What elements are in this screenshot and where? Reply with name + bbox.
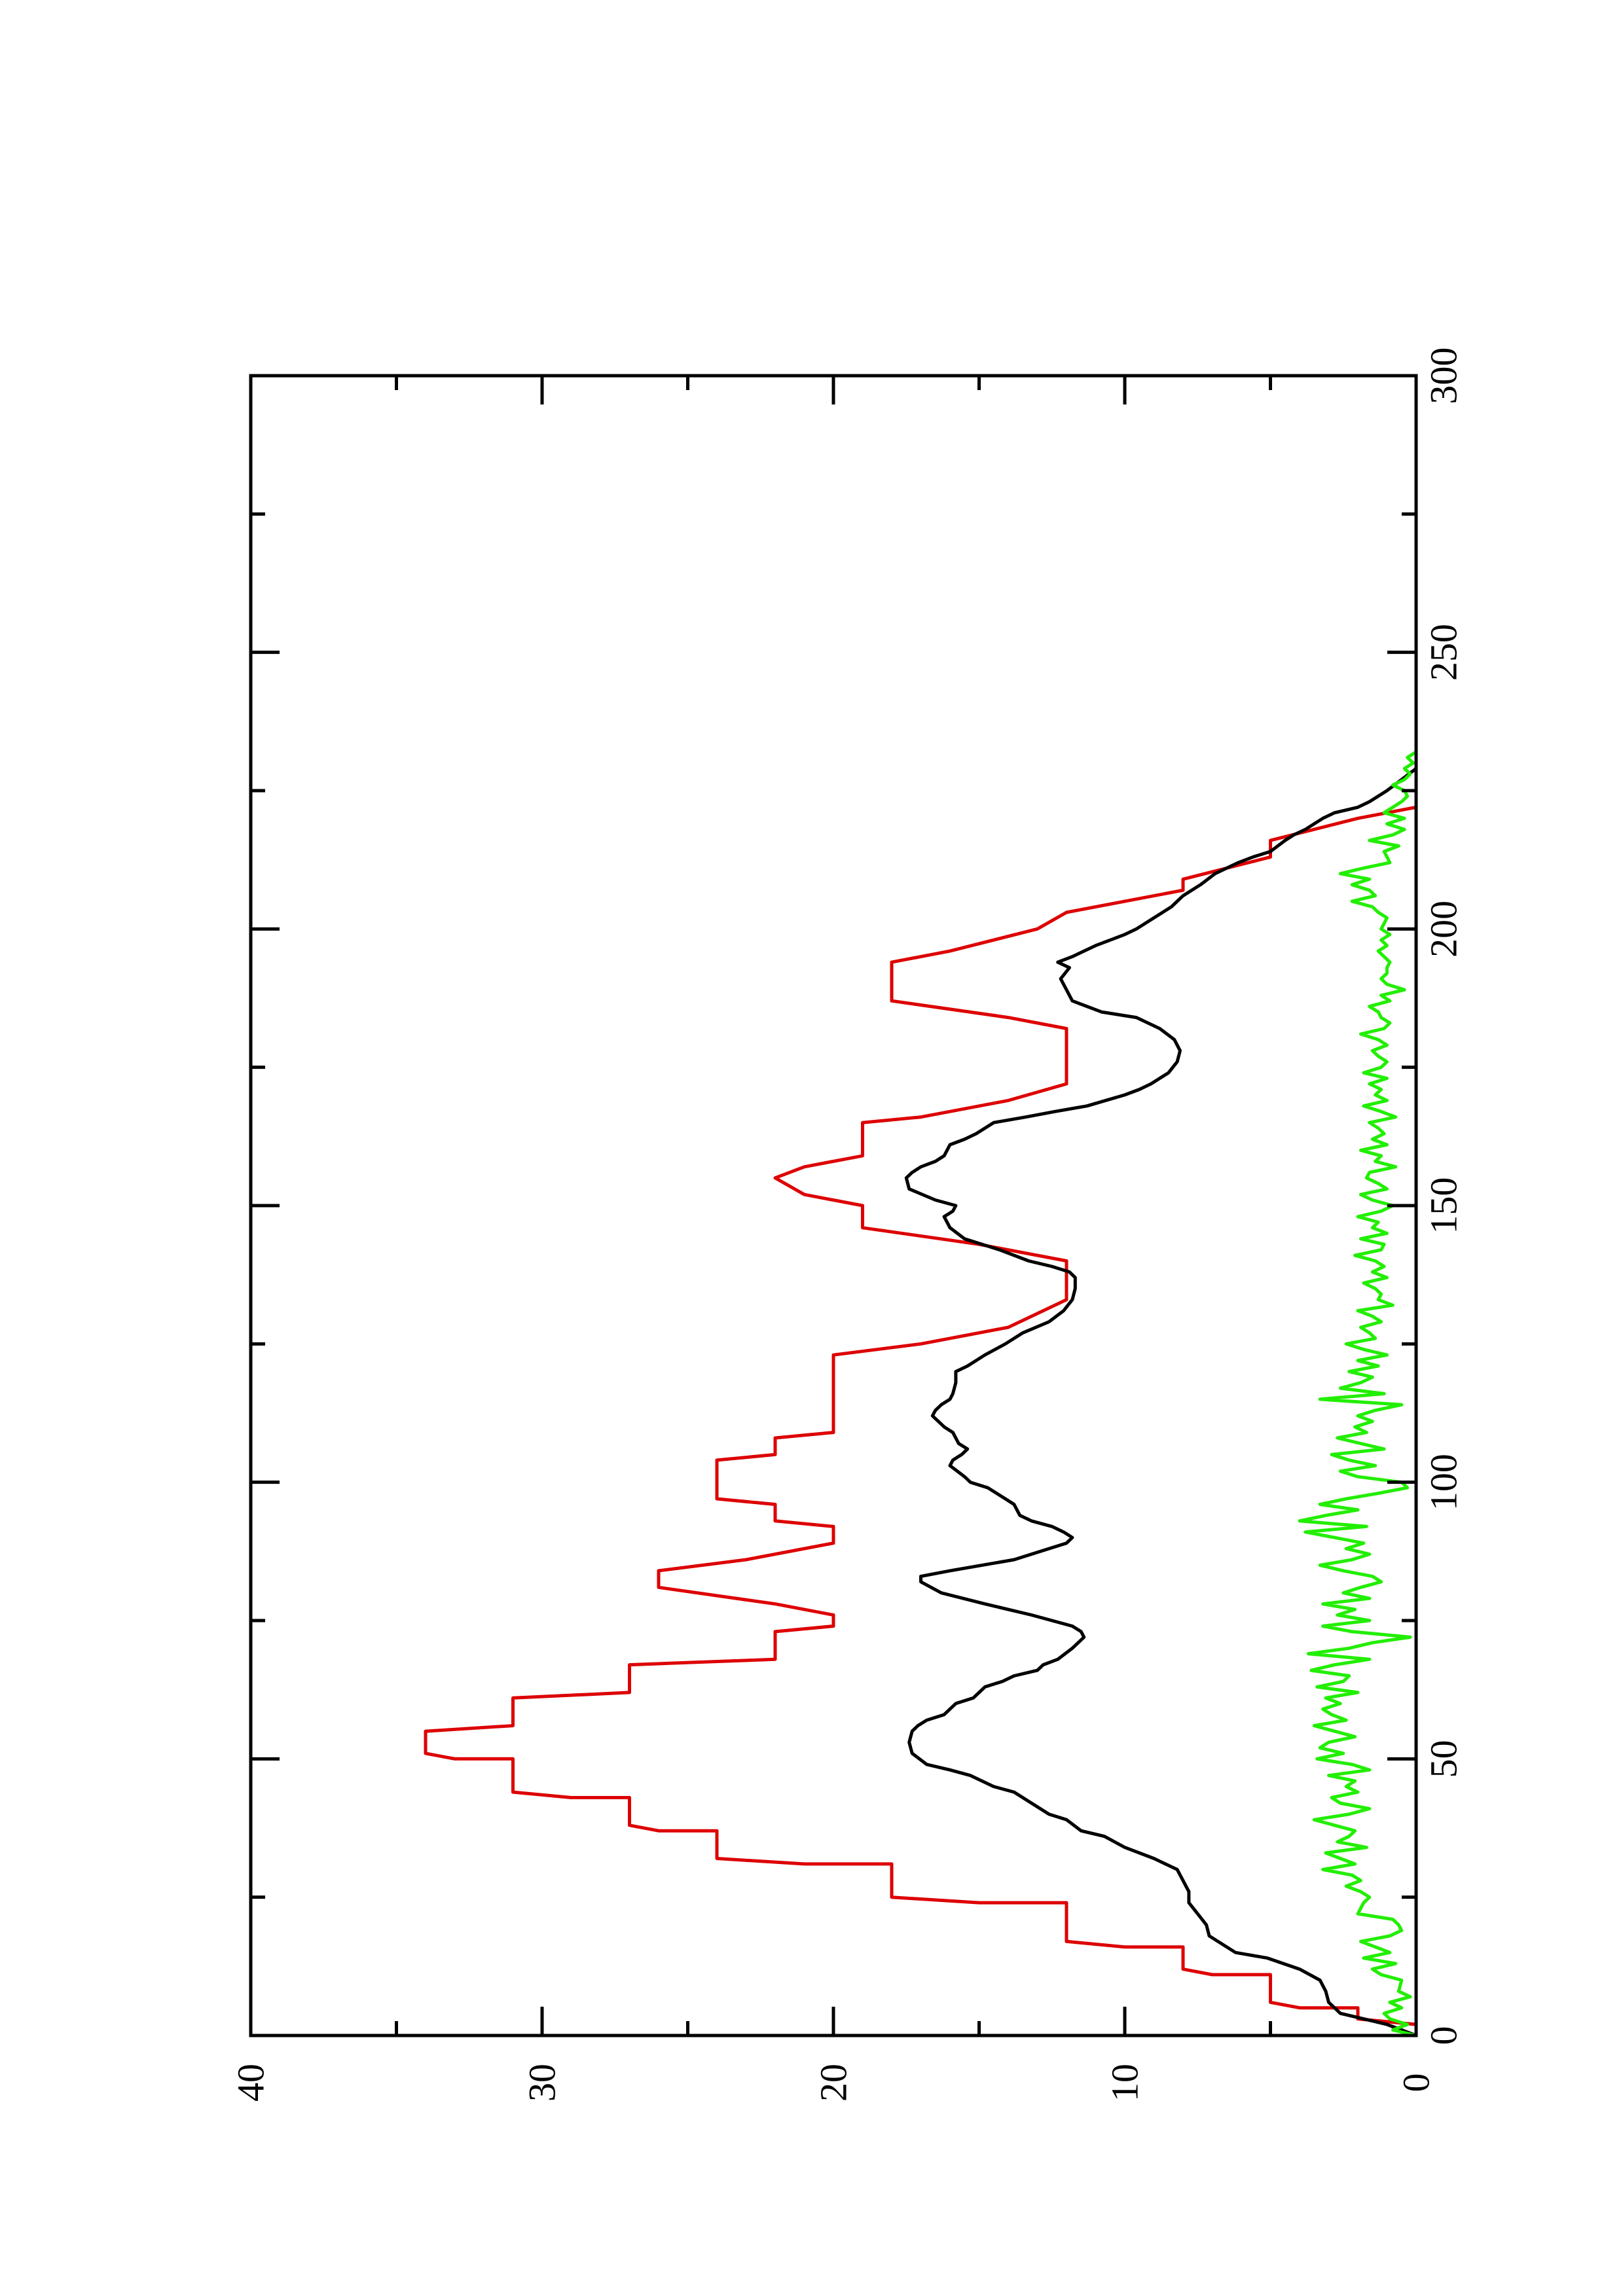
x-tick-label-50: 50 (1423, 1740, 1465, 1778)
y-tick-label-20: 20 (812, 2064, 855, 2102)
x-tick-label-200: 200 (1423, 901, 1465, 958)
series-layer (424, 750, 1418, 2037)
series-line-1 (424, 762, 1418, 2036)
x-tick-label-250: 250 (1423, 624, 1465, 681)
y-tick-label-0: 0 (1395, 2073, 1438, 2092)
x-tick-label-300: 300 (1423, 348, 1465, 404)
x-tick-label-0: 0 (1423, 2026, 1465, 2045)
label-layer: 0 50 100 150 200 250 300 0 10 20 30 40 (230, 348, 1465, 2102)
series-line-3 (1298, 750, 1417, 2037)
x-tick-label-150: 150 (1423, 1177, 1465, 1234)
tick-layer (249, 374, 1418, 2037)
y-tick-label-10: 10 (1104, 2064, 1146, 2102)
x-tick-label-100: 100 (1423, 1454, 1465, 1511)
series-line-2 (904, 767, 1417, 2037)
y-tick-label-30: 30 (521, 2064, 564, 2102)
y-tick-label-40: 40 (230, 2064, 272, 2102)
